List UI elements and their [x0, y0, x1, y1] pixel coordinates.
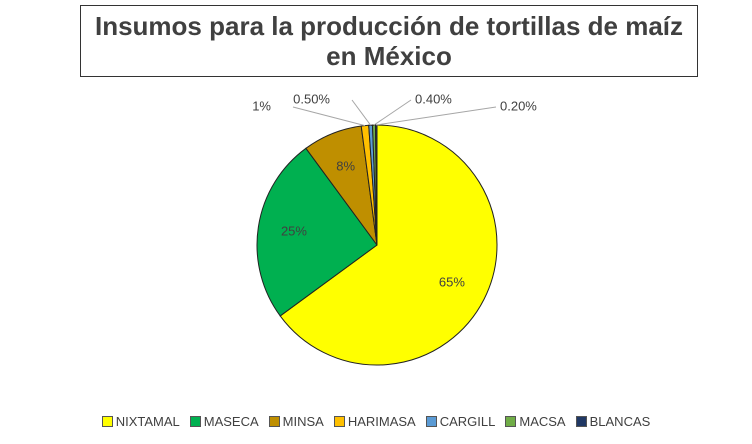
legend: NIXTAMAL MASECA MINSA HARIMASA CARGILL MACSA B… [0, 414, 752, 429]
legend-swatch [333, 416, 345, 427]
leader-line [292, 106, 366, 127]
data-label: 0.40% [415, 91, 452, 106]
data-label: 0.50% [293, 91, 330, 106]
legend-swatch [505, 416, 517, 427]
data-label: 25% [281, 224, 307, 239]
chart-title: Insumos para la producción de tortillas … [80, 5, 698, 77]
legend-item: MACSA [505, 414, 566, 429]
legend-swatch [575, 416, 587, 427]
pie-slice [256, 147, 378, 317]
data-label: 0.20% [500, 98, 537, 113]
legend-swatch [268, 416, 280, 427]
legend-item: CARGILL [425, 414, 496, 429]
pie-slice [279, 124, 498, 366]
legend-swatch [101, 416, 113, 427]
data-label: 8% [336, 159, 355, 174]
data-label: 1% [252, 98, 271, 113]
leader-line [351, 99, 372, 126]
legend-label: CARGILL [439, 414, 496, 429]
plot: 65% 25% 8% 1% 0.50% 0.40% 0.20% [252, 91, 537, 366]
legend-label: MASECA [203, 414, 259, 429]
legend-label: BLANCAS [589, 414, 651, 429]
legend-item: HARIMASA [333, 414, 416, 429]
legend-label: MACSA [519, 414, 566, 429]
legend-label: NIXTAMAL [115, 414, 180, 429]
legend-label: HARIMASA [347, 414, 416, 429]
legend-swatch [425, 416, 437, 427]
legend-swatch [189, 416, 201, 427]
legend-item: NIXTAMAL [101, 414, 180, 429]
legend-item: BLANCAS [575, 414, 651, 429]
legend-item: MASECA [189, 414, 259, 429]
leader-line [373, 99, 412, 126]
data-label: 65% [439, 274, 465, 289]
legend-item: MINSA [268, 414, 324, 429]
legend-label: MINSA [282, 414, 324, 429]
leader-line [376, 106, 497, 126]
